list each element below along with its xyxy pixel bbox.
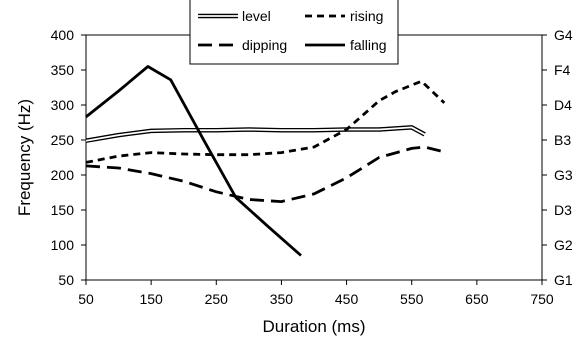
y-tick-label: 350 (51, 62, 75, 78)
y-axis-title: Frequency (Hz) (15, 99, 34, 216)
series-line-falling (85, 65, 302, 257)
series-line-level-inner (85, 126, 426, 142)
legend-item-falling: falling (305, 37, 387, 53)
y2-tick-label: G4 (554, 27, 573, 43)
series-line-dipping (85, 145, 445, 204)
series-layer (85, 65, 446, 257)
y-tick-label: 100 (51, 237, 75, 253)
x-tick-label: 150 (139, 291, 163, 307)
legend-label-falling: falling (350, 37, 387, 53)
x-axis-title: Duration (ms) (263, 317, 366, 336)
y-tick-label: 400 (51, 27, 75, 43)
legend-item-level: level (198, 8, 271, 24)
x-tick-label: 50 (78, 291, 94, 307)
y2-tick-label: G2 (554, 237, 573, 253)
x-axis-tick-labels: 50 150 250 350 450 550 650 750 (78, 291, 554, 307)
y-axis-tick-labels: 50 100 150 200 250 300 350 400 (51, 27, 75, 288)
legend-label-rising: rising (350, 8, 383, 24)
y2-tick-label: B3 (554, 132, 571, 148)
x-tick-label: 350 (270, 291, 294, 307)
y-tick-label: 300 (51, 97, 75, 113)
y2-axis-tick-labels: G1 G2 D3 G3 B3 D4 F4 G4 (554, 27, 573, 288)
x-tick-label: 650 (465, 291, 489, 307)
legend-item-dipping: dipping (198, 37, 287, 53)
y-tick-label: 150 (51, 202, 75, 218)
legend-label-dipping: dipping (242, 37, 287, 53)
x-tick-label: 550 (400, 291, 424, 307)
y2-axis-ticks (542, 34, 547, 281)
y2-tick-label: F4 (554, 62, 571, 78)
y-tick-label: 250 (51, 132, 75, 148)
legend-box (189, 0, 399, 65)
legend-item-rising: rising (305, 8, 383, 24)
y2-tick-label: D4 (554, 97, 572, 113)
legend-label-level: level (242, 8, 271, 24)
y-tick-label: 200 (51, 167, 75, 183)
legend: level rising dipping falling (189, 0, 399, 65)
y2-tick-label: G1 (554, 272, 573, 288)
x-tick-label: 750 (530, 291, 554, 307)
y-tick-label: 50 (58, 272, 74, 288)
series-line-rising (85, 79, 446, 164)
x-axis-ticks (85, 280, 543, 285)
y2-tick-label: G3 (554, 167, 573, 183)
x-tick-label: 450 (335, 291, 359, 307)
y-axis-ticks (81, 34, 86, 281)
x-tick-label: 250 (205, 291, 229, 307)
y2-tick-label: D3 (554, 202, 572, 218)
